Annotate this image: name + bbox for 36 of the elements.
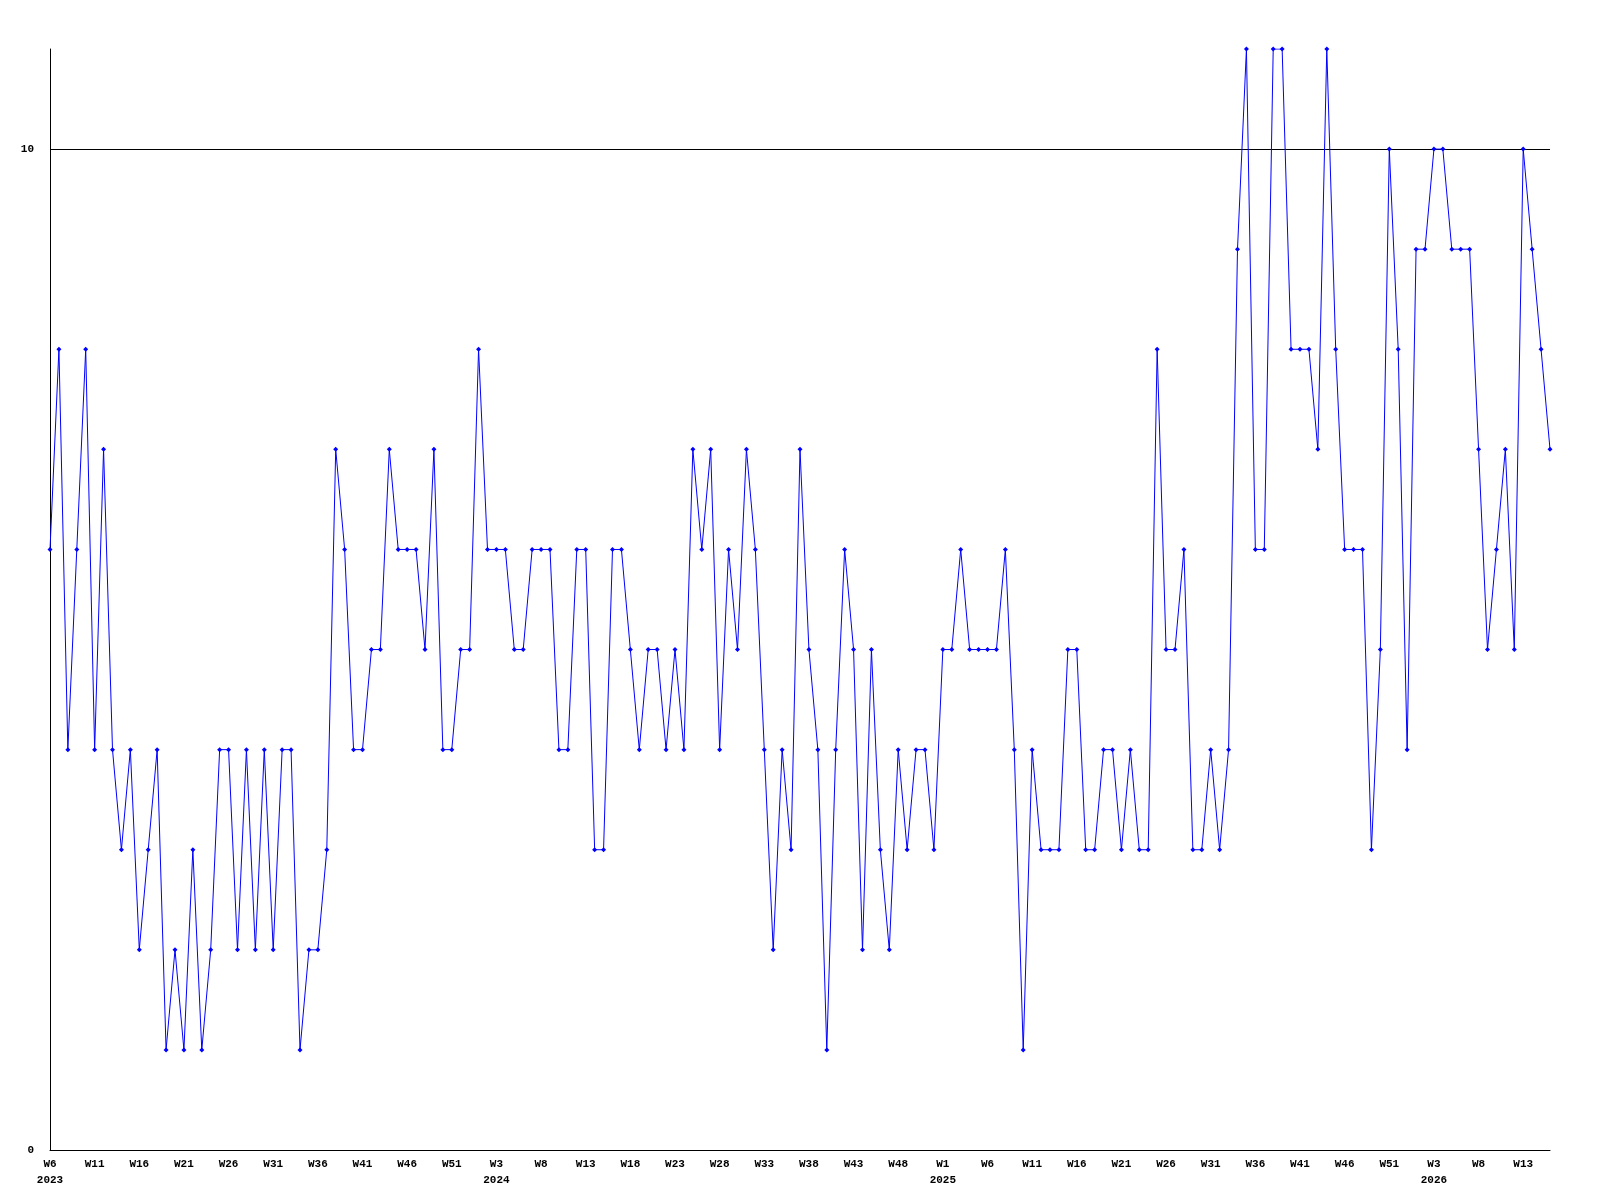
x-tick-label: W8 xyxy=(534,1158,549,1170)
x-tick-label: W28 xyxy=(709,1158,730,1170)
x-tick-label: W6 xyxy=(980,1158,995,1170)
x-tick-label: W46 xyxy=(1334,1158,1355,1170)
x-tick-label: W21 xyxy=(174,1158,195,1170)
x-tick-label: W48 xyxy=(888,1158,909,1170)
x-tick-label: W36 xyxy=(307,1158,328,1170)
x-tick-label: W26 xyxy=(1156,1158,1176,1170)
x-tick-label: W11 xyxy=(1022,1158,1043,1170)
x-tick-label: W51 xyxy=(441,1158,463,1170)
x-tick-label: W41 xyxy=(352,1158,373,1170)
x-tick-label: W3 2024 xyxy=(483,1158,511,1186)
x-tick-label: W16 xyxy=(1066,1158,1087,1170)
x-tick-label: W31 xyxy=(263,1158,284,1170)
x-tick-label: W13 xyxy=(1513,1158,1534,1170)
x-tick-label: W36 xyxy=(1245,1158,1266,1170)
x-tick-label: W8 xyxy=(1471,1158,1486,1170)
y-tick-label: 0 xyxy=(27,1144,34,1156)
x-tick-label: W26 xyxy=(218,1158,239,1170)
x-tick-label: W13 xyxy=(575,1158,597,1170)
x-tick-label: W16 xyxy=(129,1158,150,1170)
x-tick-label: W31 xyxy=(1200,1158,1222,1170)
y-tick-label: 10 xyxy=(20,143,34,156)
x-tick-label: W38 xyxy=(799,1158,820,1170)
x-tick-label: W23 xyxy=(665,1158,686,1170)
x-tick-label: W21 xyxy=(1111,1158,1132,1170)
x-tick-label: W6 2023 xyxy=(36,1158,64,1186)
x-tick-label: W33 xyxy=(754,1158,775,1170)
x-tick-label: W43 xyxy=(843,1158,864,1170)
x-tick-label: W3 2026 xyxy=(1420,1158,1448,1186)
x-tick-label: W51 xyxy=(1379,1158,1400,1170)
x-tick-label: W41 xyxy=(1290,1158,1311,1170)
x-tick-label: W11 xyxy=(84,1158,105,1170)
x-tick-label: W1 2025 xyxy=(929,1158,957,1186)
x-tick-label: W18 xyxy=(620,1158,641,1170)
x-tick-label: W46 xyxy=(397,1158,418,1170)
